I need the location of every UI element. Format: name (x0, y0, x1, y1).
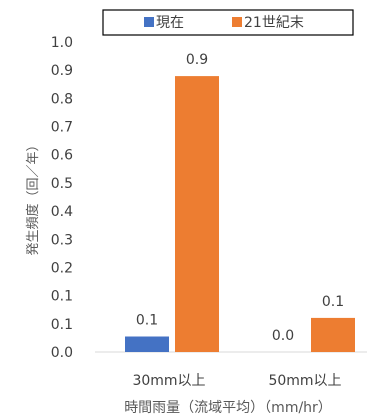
y-tick-label: 0.3 (51, 232, 73, 248)
y-tick-label: 0.8 (51, 91, 73, 107)
data-labels: 0.1 0.9 0.0 0.1 (136, 52, 344, 344)
y-tick-label: 0.9 (51, 63, 73, 79)
x-axis-title: 時間雨量（流域平均）（mm/hr） (124, 400, 332, 416)
y-tick-label: 0.1 (51, 317, 73, 333)
legend-label-current: 現在 (156, 15, 184, 31)
data-label: 0.0 (272, 328, 294, 344)
y-tick-label: 1.0 (51, 35, 73, 51)
y-tick-label: 0.2 (51, 260, 73, 276)
y-axis-ticks: 0.0 0.1 0.1 0.2 0.3 0.4 0.5 0.6 0.7 0.8 0.9 1.0 (51, 35, 73, 361)
legend-swatch-current (144, 17, 154, 27)
y-tick-label: 0.7 (51, 120, 73, 136)
y-tick-label: 0.0 (51, 345, 73, 361)
legend: 現在 21世紀末 (102, 9, 354, 36)
x-tick-label: 50mm以上 (268, 373, 341, 389)
y-tick-label: 0.6 (51, 148, 73, 164)
y-tick-label: 0.4 (51, 204, 73, 220)
x-axis-ticks: 30mm以上 50mm以上 (132, 373, 341, 389)
bar-current-0 (125, 336, 169, 352)
legend-swatch-end-of-century (232, 17, 242, 27)
data-label: 0.1 (322, 294, 344, 310)
x-tick-label: 30mm以上 (132, 373, 205, 389)
legend-label-end-of-century: 21世紀末 (244, 15, 304, 31)
y-tick-label: 0.1 (51, 289, 73, 305)
bars (125, 76, 355, 352)
y-axis-title: 発生頻度（回／年） (25, 138, 41, 255)
data-label: 0.1 (136, 313, 158, 329)
data-label: 0.9 (186, 52, 208, 68)
bar-end-of-century-1 (311, 317, 355, 352)
bar-end-of-century-0 (175, 76, 219, 352)
legend-box (102, 9, 354, 36)
y-tick-label: 0.5 (51, 176, 73, 192)
